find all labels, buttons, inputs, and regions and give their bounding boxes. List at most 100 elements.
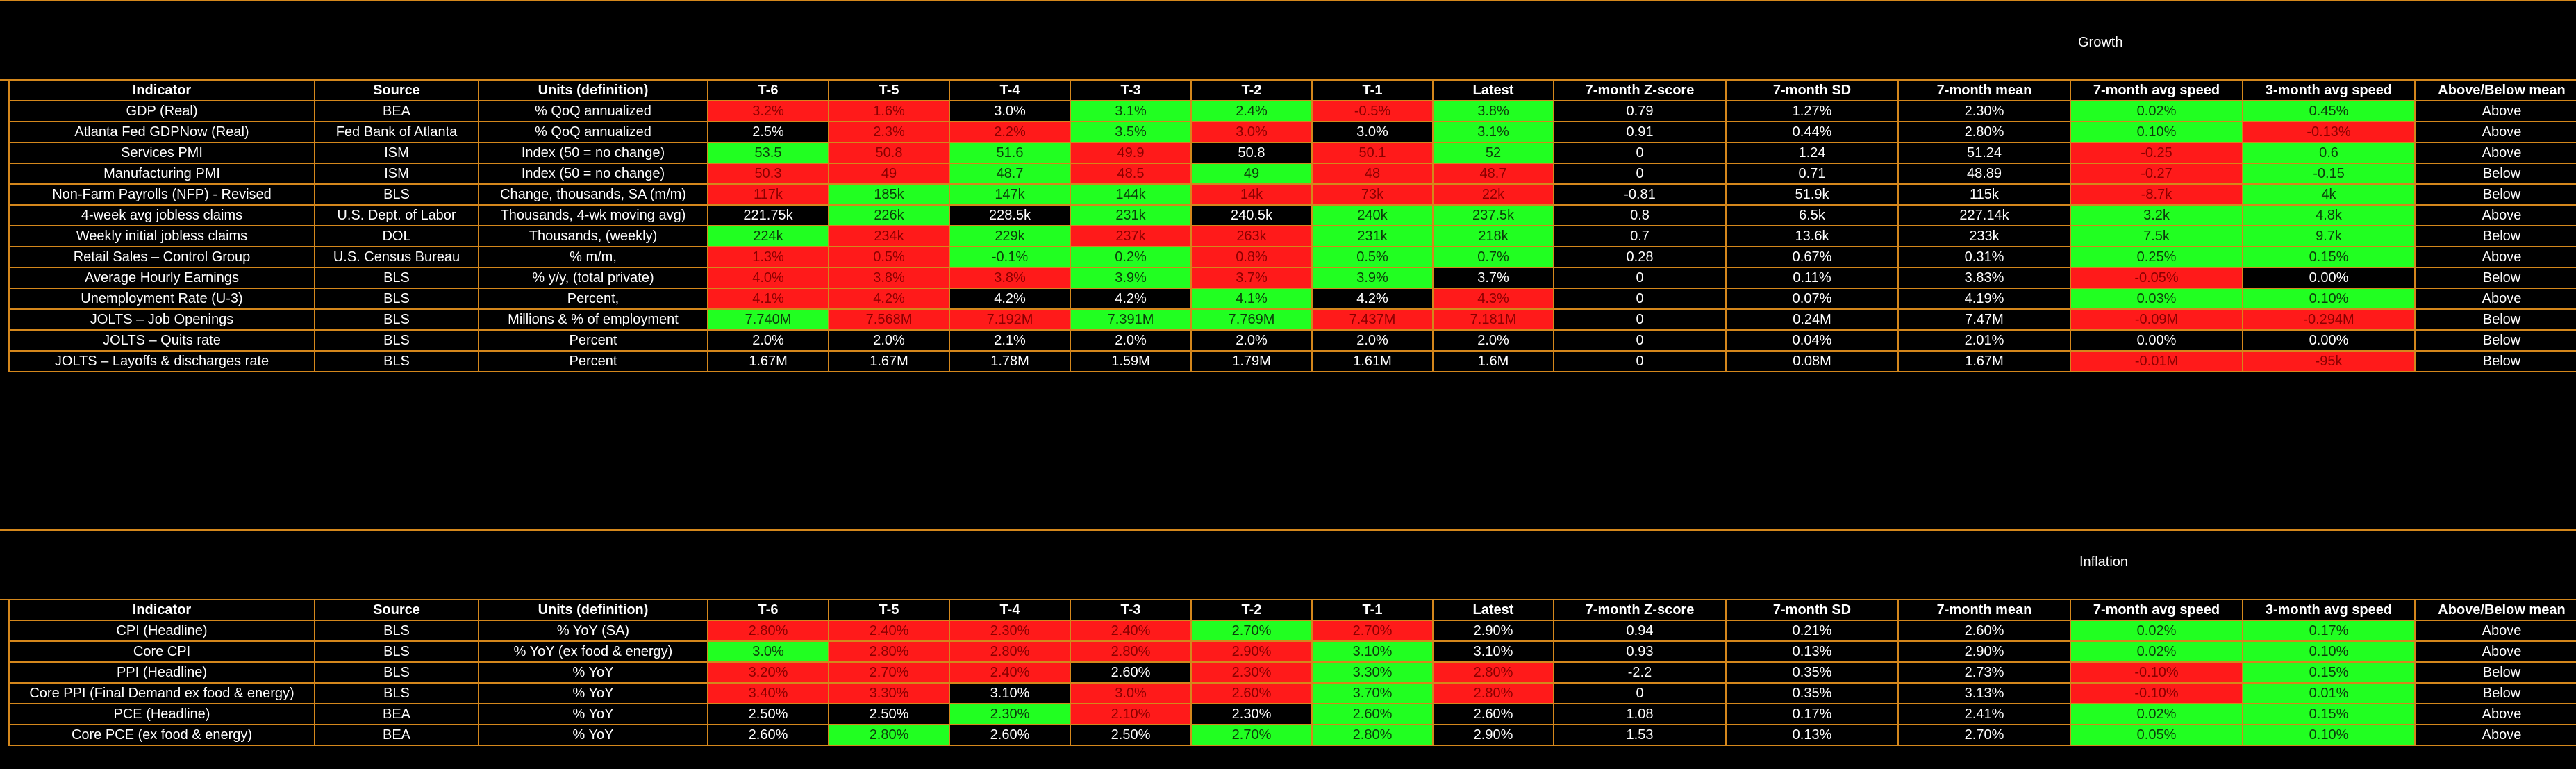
cell-3-month-avg-speed[interactable]: 4.8k	[2242, 204, 2416, 226]
cell-above-below-mean[interactable]: Above	[2414, 142, 2576, 164]
cell-7-month-avg-speed[interactable]: 0.02%	[2070, 620, 2243, 642]
cell-source[interactable]: U.S. Dept. of Labor	[314, 204, 479, 226]
cell-above-below-mean[interactable]: Above	[2414, 100, 2576, 122]
cell-t-6[interactable]: 3.0%	[707, 640, 829, 663]
cell-t-3[interactable]: 237k	[1070, 225, 1192, 247]
cell-latest[interactable]: 2.80%	[1432, 682, 1554, 704]
cell-t-6[interactable]: 53.5	[707, 142, 829, 164]
cell-3-month-avg-speed[interactable]: 0.15%	[2242, 661, 2416, 684]
cell-t-2[interactable]: 3.0%	[1190, 121, 1313, 143]
cell-t-2[interactable]: 2.30%	[1190, 703, 1313, 725]
cell-latest[interactable]: 2.60%	[1432, 703, 1554, 725]
cell-3-month-avg-speed[interactable]: 0.6	[2242, 142, 2416, 164]
cell-t-3[interactable]: 2.60%	[1070, 661, 1192, 684]
cell-7-month-mean[interactable]: 2.30%	[1897, 100, 2071, 122]
cell-t-5[interactable]: 1.6%	[828, 100, 950, 122]
cell-above-below-mean[interactable]: Below	[2414, 267, 2576, 289]
cell-t-6[interactable]: 2.80%	[707, 620, 829, 642]
cell-units-definition[interactable]: Index (50 = no change)	[478, 142, 708, 164]
cell-t-1[interactable]: 3.0%	[1311, 121, 1434, 143]
cell-7-month-mean[interactable]: 3.83%	[1897, 267, 2071, 289]
cell-7-month-mean[interactable]: 2.73%	[1897, 661, 2071, 684]
cell-7-month-z-score[interactable]: 0	[1553, 308, 1727, 331]
cell-t-4[interactable]: 228.5k	[949, 204, 1071, 226]
cell-7-month-avg-speed[interactable]: -0.27	[2070, 163, 2243, 185]
cell-7-month-mean[interactable]: 51.24	[1897, 142, 2071, 164]
cell-units-definition[interactable]: % QoQ annualized	[478, 121, 708, 143]
cell-7-month-sd[interactable]: 0.08M	[1725, 350, 1899, 372]
cell-t-2[interactable]: 49	[1190, 163, 1313, 185]
cell-t-6[interactable]: 4.0%	[707, 267, 829, 289]
cell-t-4[interactable]: 51.6	[949, 142, 1071, 164]
cell-t-4[interactable]: 3.10%	[949, 682, 1071, 704]
cell-7-month-mean[interactable]: 2.90%	[1897, 640, 2071, 663]
cell-source[interactable]: BEA	[314, 100, 479, 122]
cell-7-month-sd[interactable]: 0.13%	[1725, 724, 1899, 746]
cell-latest[interactable]: 2.90%	[1432, 724, 1554, 746]
cell-latest[interactable]: 22k	[1432, 183, 1554, 206]
cell-7-month-avg-speed[interactable]: 0.10%	[2070, 121, 2243, 143]
cell-t-1[interactable]: 3.9%	[1311, 267, 1434, 289]
cell-t-3[interactable]: 3.1%	[1070, 100, 1192, 122]
cell-7-month-mean[interactable]: 3.13%	[1897, 682, 2071, 704]
cell-3-month-avg-speed[interactable]: 0.01%	[2242, 682, 2416, 704]
cell-7-month-sd[interactable]: 0.35%	[1725, 682, 1899, 704]
cell-3-month-avg-speed[interactable]: -0.15	[2242, 163, 2416, 185]
cell-t-2[interactable]: 3.7%	[1190, 267, 1313, 289]
cell-units-definition[interactable]: % QoQ annualized	[478, 100, 708, 122]
cell-7-month-mean[interactable]: 2.60%	[1897, 620, 2071, 642]
cell-3-month-avg-speed[interactable]: 0.10%	[2242, 724, 2416, 746]
cell-7-month-z-score[interactable]: 0	[1553, 329, 1727, 352]
cell-t-4[interactable]: 48.7	[949, 163, 1071, 185]
cell-7-month-sd[interactable]: 0.71	[1725, 163, 1899, 185]
cell-t-3[interactable]: 3.5%	[1070, 121, 1192, 143]
cell-t-1[interactable]: 2.0%	[1311, 329, 1434, 352]
cell-7-month-z-score[interactable]: 0	[1553, 288, 1727, 310]
cell-t-2[interactable]: 14k	[1190, 183, 1313, 206]
cell-t-3[interactable]: 1.59M	[1070, 350, 1192, 372]
cell-source[interactable]: BLS	[314, 267, 479, 289]
cell-source[interactable]: ISM	[314, 163, 479, 185]
cell-t-1[interactable]: 2.60%	[1311, 703, 1434, 725]
cell-above-below-mean[interactable]: Below	[2414, 661, 2576, 684]
cell-7-month-z-score[interactable]: 1.53	[1553, 724, 1727, 746]
cell-7-month-sd[interactable]: 0.24M	[1725, 308, 1899, 331]
cell-7-month-z-score[interactable]: 1.08	[1553, 703, 1727, 725]
cell-source[interactable]: BLS	[314, 183, 479, 206]
cell-source[interactable]: BLS	[314, 308, 479, 331]
cell-t-5[interactable]: 2.70%	[828, 661, 950, 684]
cell-7-month-avg-speed[interactable]: 3.2k	[2070, 204, 2243, 226]
cell-units-definition[interactable]: % YoY	[478, 724, 708, 746]
cell-indicator[interactable]: Non-Farm Payrolls (NFP) - Revised	[8, 183, 315, 206]
cell-t-2[interactable]: 4.1%	[1190, 288, 1313, 310]
cell-t-3[interactable]: 2.50%	[1070, 724, 1192, 746]
cell-7-month-sd[interactable]: 0.04%	[1725, 329, 1899, 352]
cell-t-6[interactable]: 1.3%	[707, 246, 829, 268]
cell-7-month-z-score[interactable]: 0	[1553, 267, 1727, 289]
cell-7-month-z-score[interactable]: 0.91	[1553, 121, 1727, 143]
cell-units-definition[interactable]: Millions & % of employment	[478, 308, 708, 331]
cell-t-1[interactable]: 231k	[1311, 225, 1434, 247]
cell-t-3[interactable]: 49.9	[1070, 142, 1192, 164]
cell-t-4[interactable]: -0.1%	[949, 246, 1071, 268]
cell-t-5[interactable]: 7.568M	[828, 308, 950, 331]
cell-indicator[interactable]: JOLTS – Quits rate	[8, 329, 315, 352]
cell-source[interactable]: BLS	[314, 329, 479, 352]
cell-t-4[interactable]: 2.30%	[949, 703, 1071, 725]
cell-3-month-avg-speed[interactable]: 0.15%	[2242, 703, 2416, 725]
cell-latest[interactable]: 1.6M	[1432, 350, 1554, 372]
cell-units-definition[interactable]: % m/m,	[478, 246, 708, 268]
cell-3-month-avg-speed[interactable]: 0.00%	[2242, 267, 2416, 289]
cell-latest[interactable]: 218k	[1432, 225, 1554, 247]
cell-latest[interactable]: 3.1%	[1432, 121, 1554, 143]
cell-t-5[interactable]: 2.3%	[828, 121, 950, 143]
cell-7-month-avg-speed[interactable]: -0.01M	[2070, 350, 2243, 372]
cell-t-2[interactable]: 2.70%	[1190, 724, 1313, 746]
cell-t-3[interactable]: 2.0%	[1070, 329, 1192, 352]
cell-t-2[interactable]: 7.769M	[1190, 308, 1313, 331]
cell-t-4[interactable]: 147k	[949, 183, 1071, 206]
cell-7-month-mean[interactable]: 4.19%	[1897, 288, 2071, 310]
cell-units-definition[interactable]: % YoY	[478, 703, 708, 725]
cell-7-month-mean[interactable]: 0.31%	[1897, 246, 2071, 268]
cell-t-4[interactable]: 2.2%	[949, 121, 1071, 143]
